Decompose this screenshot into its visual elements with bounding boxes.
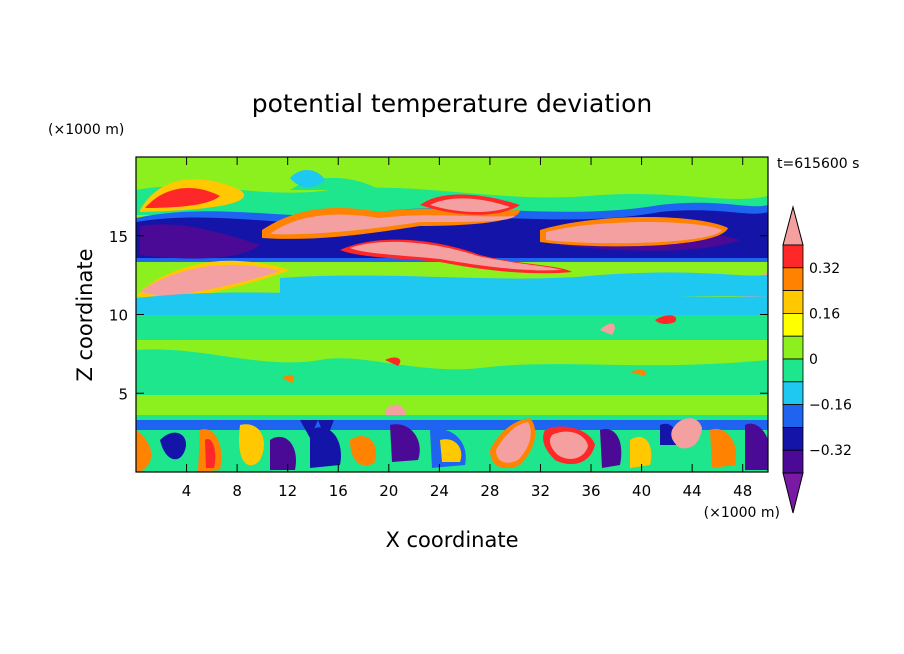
x-axis-unit: (×1000 m) [704, 505, 780, 521]
colorbar-tick-label: −0.32 [809, 443, 852, 459]
colorbar: 0.32 0.16 0 −0.16 −0.32 [782, 205, 852, 514]
colorbar-top-arrow [782, 205, 804, 246]
y-tick-label: 10 [109, 307, 128, 325]
time-label: t=615600 s [777, 156, 859, 172]
y-tick-label: 15 [109, 228, 128, 246]
y-axis-label: Z coordinate [73, 248, 97, 381]
colorbar-segment [782, 449, 804, 474]
colorbar-segment [782, 381, 804, 405]
x-tick-label: 8 [232, 482, 242, 500]
colorbar-tick-label: 0.32 [809, 261, 840, 277]
colorbar-tick-label: 0.16 [809, 306, 840, 322]
x-tick-label: 12 [278, 482, 297, 500]
colorbar-segment [782, 426, 804, 451]
x-tick-label: 20 [379, 482, 398, 500]
colorbar-segment [782, 404, 804, 428]
colorbar-segment [782, 312, 804, 337]
contour-field [136, 157, 768, 472]
colorbar-segment [782, 267, 804, 291]
colorbar-segment [782, 335, 804, 360]
x-tick-label: 28 [480, 482, 499, 500]
x-tick-label: 48 [733, 482, 752, 500]
y-tick-label: 5 [118, 385, 128, 403]
x-tick-label: 44 [683, 482, 702, 500]
y-axis-ticks: 5 10 15 [109, 228, 768, 403]
x-tick-label: 16 [329, 482, 348, 500]
x-tick-label: 40 [632, 482, 651, 500]
colorbar-tick-label: 0 [809, 352, 818, 368]
x-axis-ticks: 4 8 12 16 20 24 28 32 36 40 44 48 [182, 157, 752, 500]
colorbar-segment [782, 358, 804, 383]
y-axis-unit: (×1000 m) [48, 122, 124, 138]
colorbar-segment [782, 244, 804, 269]
x-tick-label: 24 [430, 482, 449, 500]
colorbar-tick-label: −0.16 [809, 398, 852, 414]
x-tick-label: 4 [182, 482, 192, 500]
x-tick-label: 32 [531, 482, 550, 500]
x-axis-label: X coordinate [385, 528, 518, 552]
x-tick-label: 36 [581, 482, 600, 500]
colorbar-bottom-arrow [782, 472, 804, 514]
colorbar-segment [782, 290, 804, 314]
chart-title: potential temperature deviation [252, 89, 652, 118]
